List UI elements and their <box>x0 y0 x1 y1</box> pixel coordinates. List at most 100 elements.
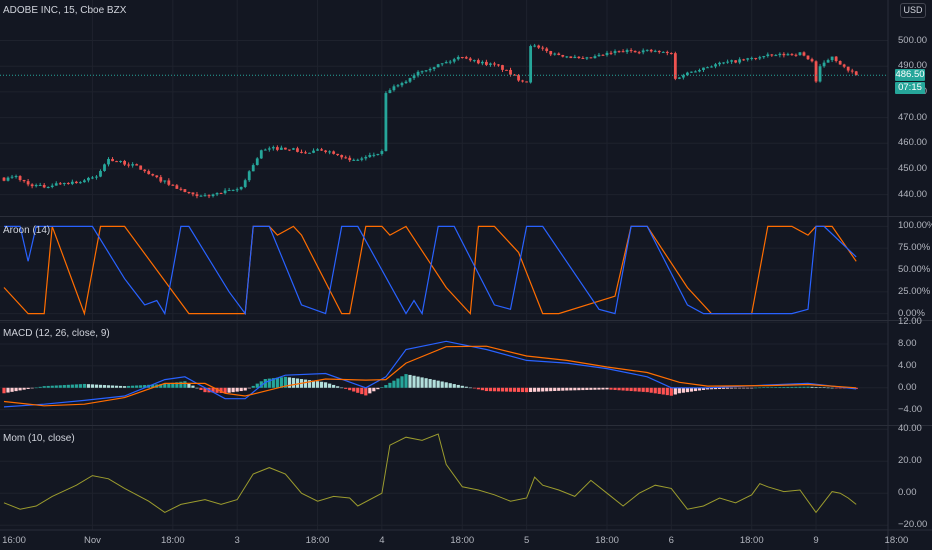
macd-histogram-bar <box>78 384 82 388</box>
macd-axis-tick: 8.00 <box>898 337 917 349</box>
candle-body <box>292 148 295 150</box>
price-axis-tick: 490.00 <box>898 60 928 72</box>
macd-histogram-bar <box>388 382 392 388</box>
candle-body <box>633 50 637 53</box>
pane-separators[interactable] <box>0 216 932 426</box>
candle-body <box>364 156 368 159</box>
candle-body <box>372 154 376 156</box>
macd-histogram-bar <box>496 387 501 392</box>
macd-histogram-bar <box>713 387 718 390</box>
macd-histogram-bar <box>98 384 103 388</box>
macd-histogram-bar <box>705 387 710 390</box>
macd-histogram-bar <box>291 377 296 388</box>
macd-histogram-bar <box>786 386 790 388</box>
candle-body <box>412 75 416 79</box>
time-axis-label: Nov <box>83 535 101 546</box>
signal-line <box>3 345 857 407</box>
macd-histogram-bar <box>203 387 207 393</box>
macd-histogram-bar <box>123 386 127 388</box>
macd-histogram-bar <box>332 384 336 388</box>
candle-body <box>730 60 734 62</box>
candle-body <box>83 180 86 183</box>
macd-histogram-bar <box>738 387 742 389</box>
candle-body <box>87 177 90 181</box>
currency-button[interactable]: USD <box>900 3 926 18</box>
candle-body <box>818 66 822 82</box>
macd-histogram-bar <box>617 387 621 391</box>
candle-body <box>637 52 641 54</box>
macd-histogram-bar <box>235 387 239 392</box>
candle-body <box>468 58 472 61</box>
candle-body <box>223 190 227 194</box>
macd-histogram-bar <box>488 387 493 392</box>
momentum-legend[interactable]: Mom (10, close) <box>3 433 75 444</box>
macd-histogram-bar <box>573 387 577 391</box>
candle-body <box>396 85 400 87</box>
candle-body <box>645 49 649 51</box>
candle-body <box>557 53 561 56</box>
macd-histogram-bar <box>163 383 167 388</box>
macd-histogram-bar <box>30 387 34 389</box>
candle-body <box>151 174 155 176</box>
macd-histogram-bar <box>681 387 685 393</box>
candle-body <box>569 56 573 59</box>
macd-histogram-bar <box>726 387 730 389</box>
aroon-legend[interactable]: Aroon (14) <box>3 225 51 236</box>
macd-histogram-bar <box>834 387 838 389</box>
candle-body <box>493 63 496 65</box>
time-axis-label: 3 <box>234 535 240 546</box>
candle-body <box>677 77 681 79</box>
time-axis-label: 18:00 <box>884 535 909 546</box>
macd-histogram-bar <box>110 385 115 388</box>
macd-histogram-bar <box>82 383 86 388</box>
candle-body <box>103 164 106 171</box>
candle-body <box>147 171 151 175</box>
macd-histogram-bar <box>412 375 416 388</box>
candle-body <box>565 56 569 58</box>
candle-body <box>62 183 66 185</box>
macd-legend[interactable]: MACD (12, 26, close, 9) <box>3 328 110 339</box>
candle-body <box>726 61 729 63</box>
macd-histogram-bar <box>629 387 633 392</box>
macd-histogram-bar <box>633 387 637 392</box>
candle-body <box>46 186 50 188</box>
candle-body <box>601 54 605 56</box>
chart-title[interactable]: ADOBE INC, 15, Cboe BZX <box>3 5 127 16</box>
macd-histogram-bar <box>601 387 605 390</box>
candle-body <box>641 50 645 53</box>
candle-body <box>352 159 356 161</box>
candle-body <box>115 161 118 163</box>
macd-histogram-bar <box>420 377 424 388</box>
bar-countdown-tag: 07:15 <box>895 82 925 95</box>
macd-histogram-bar <box>492 387 497 392</box>
macd-histogram-bar <box>167 383 171 388</box>
candle-body <box>187 192 191 194</box>
candle-body <box>296 148 299 152</box>
macd-histogram-bar <box>191 385 195 388</box>
macd-histogram-bar <box>460 385 464 388</box>
candle-body <box>235 189 239 191</box>
candle-body <box>613 51 617 54</box>
macd-histogram-bar <box>38 386 42 388</box>
macd-histogram-bar <box>500 387 505 392</box>
mom-axis-tick: 0.00 <box>898 487 917 499</box>
candle-body <box>581 58 585 60</box>
candle-body <box>259 150 263 159</box>
time-axis-label: 9 <box>813 535 819 546</box>
candle-body <box>846 66 850 71</box>
macd-histogram-bar <box>344 387 348 389</box>
macd-histogram-bar <box>279 377 283 388</box>
candle-body <box>99 170 102 177</box>
price-axis-tick: 440.00 <box>898 188 928 200</box>
candle-body <box>227 190 231 192</box>
aroon-up-line <box>4 225 857 316</box>
candle-body <box>54 183 58 186</box>
candle-body <box>199 195 203 197</box>
candle-body <box>95 176 98 178</box>
macd-histogram-bar <box>814 387 818 388</box>
aroon-axis-tick: 75.00% <box>898 242 931 254</box>
macd-histogram-bar <box>239 387 243 392</box>
macd-histogram-bar <box>621 387 625 391</box>
candle-body <box>215 193 219 195</box>
